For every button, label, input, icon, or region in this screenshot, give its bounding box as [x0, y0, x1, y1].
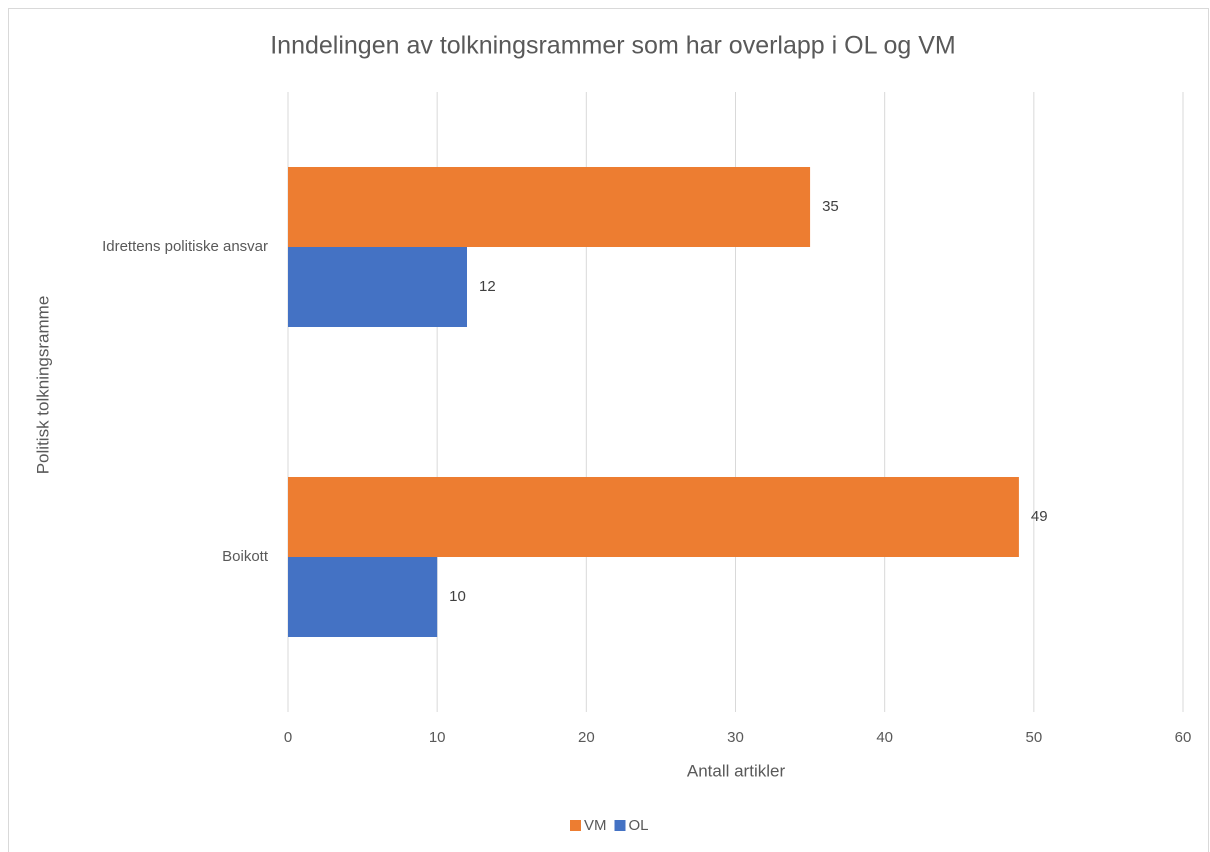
- y-axis-label: Politisk tolkningsramme: [33, 296, 52, 475]
- legend-swatch: [570, 820, 581, 831]
- bar: [288, 167, 811, 247]
- x-tick-label: 30: [727, 729, 744, 746]
- x-tick-label: 60: [1175, 729, 1192, 746]
- x-tick-label: 10: [429, 729, 446, 746]
- bar: [288, 557, 438, 637]
- x-tick-label: 20: [578, 729, 595, 746]
- y-tick-label: Idrettens politiske ansvar: [102, 238, 268, 255]
- x-tick-label: 50: [1025, 729, 1042, 746]
- data-label: 35: [822, 198, 839, 215]
- x-tick-label: 0: [284, 729, 292, 746]
- data-label: 12: [479, 278, 496, 295]
- legend-swatch: [614, 820, 626, 831]
- y-tick-label: Boikott: [222, 548, 269, 565]
- x-axis-label: Antall artikler: [687, 761, 786, 780]
- chart-title: Inndelingen av tolkningsrammer som har o…: [270, 32, 956, 60]
- legend-label: VM: [584, 817, 607, 834]
- bar: [288, 477, 1019, 557]
- data-label: 10: [449, 588, 466, 605]
- legend-label: OL: [629, 817, 649, 834]
- x-tick-label: 40: [876, 729, 893, 746]
- chart-border: [8, 8, 1209, 852]
- bar: [288, 247, 467, 327]
- data-label: 49: [1031, 508, 1048, 525]
